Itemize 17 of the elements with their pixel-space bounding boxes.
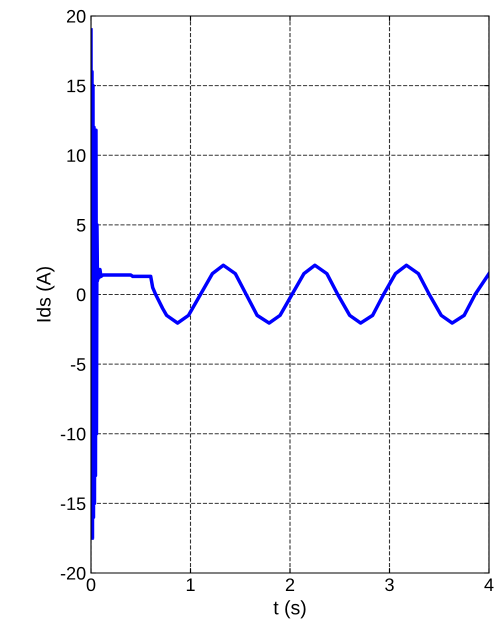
- x-tick-label: 2: [286, 578, 294, 591]
- line-series: [91, 28, 489, 540]
- y-tick-label: -20: [60, 566, 86, 580]
- x-tick-label: 3: [385, 578, 394, 592]
- x-tick-label: 0: [86, 578, 96, 592]
- y-tick-label: -5: [70, 358, 86, 371]
- y-tick-label: 5: [76, 218, 86, 232]
- y-tick-label: -10: [60, 428, 86, 440]
- y-tick-label: 10: [67, 149, 86, 162]
- y-axis-title: Ids (A): [36, 267, 54, 322]
- y-tick-label: 0: [76, 288, 86, 302]
- y-tick-label: 15: [67, 80, 86, 92]
- y-tick-label: 20: [66, 10, 86, 23]
- x-tick-label: 4: [484, 578, 494, 591]
- x-axis-title: t (s): [274, 600, 306, 618]
- y-tick-label: -15: [60, 497, 86, 510]
- x-tick-label: 1: [186, 578, 195, 591]
